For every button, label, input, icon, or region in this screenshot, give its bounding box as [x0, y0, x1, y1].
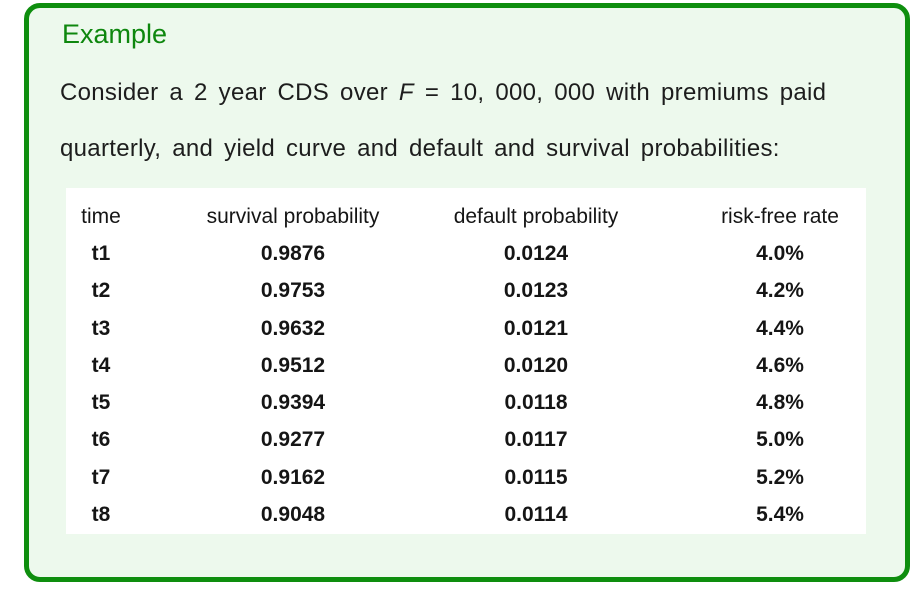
- probability-table: time survival probability default probab…: [66, 188, 866, 534]
- cell-time: t5: [91, 391, 111, 415]
- cell-risk-free-rate: 4.2%: [756, 279, 804, 303]
- cell-default-probability: 0.0114: [504, 503, 568, 527]
- cell-default-probability: 0.0123: [503, 279, 569, 303]
- cell-default-probability: 0.0118: [504, 391, 568, 415]
- table-row: t4 0.9512 0.0120 4.6%: [66, 347, 866, 384]
- cell-time: t2: [91, 279, 111, 303]
- cell-default-probability: 0.0120: [503, 353, 569, 377]
- table-row: t7 0.9162 0.0115 5.2%: [66, 459, 866, 496]
- example-block: Example Consider a 2 year CDS over F = 1…: [24, 3, 910, 582]
- cell-survival-probability: 0.9512: [260, 353, 326, 377]
- cell-risk-free-rate: 4.6%: [756, 353, 804, 377]
- table-row: t3 0.9632 0.0121 4.4%: [66, 310, 866, 347]
- table-row: t1 0.9876 0.0124 4.0%: [66, 235, 866, 272]
- cell-survival-probability: 0.9753: [260, 279, 326, 303]
- cell-time: t4: [91, 353, 111, 377]
- table-row: t8 0.9048 0.0114 5.4%: [66, 496, 866, 533]
- col-header-time: time: [81, 204, 121, 228]
- cell-risk-free-rate: 4.8%: [756, 391, 804, 415]
- cell-risk-free-rate: 5.0%: [756, 428, 804, 452]
- cell-default-probability: 0.0115: [504, 465, 568, 489]
- body-line-1: Consider a 2 year CDS over F = 10, 000, …: [60, 78, 872, 108]
- cell-risk-free-rate: 5.4%: [756, 503, 804, 527]
- cell-survival-probability: 0.9048: [260, 503, 326, 527]
- body-text-post: with premiums paid: [606, 79, 827, 106]
- cell-time: t8: [91, 503, 111, 527]
- cell-survival-probability: 0.9394: [260, 391, 326, 415]
- body-text-pre: Consider a 2 year CDS over: [60, 79, 388, 106]
- table-row: t6 0.9277 0.0117 5.0%: [66, 422, 866, 459]
- table-header-row: time survival probability default probab…: [66, 198, 866, 235]
- math-variable: F: [398, 79, 414, 106]
- cell-default-probability: 0.0121: [503, 316, 569, 340]
- col-header-default-probability: default probability: [453, 204, 619, 228]
- table-row: t5 0.9394 0.0118 4.8%: [66, 384, 866, 421]
- table-row: t2 0.9753 0.0123 4.2%: [66, 273, 866, 310]
- cell-time: t7: [91, 465, 111, 489]
- cell-survival-probability: 0.9162: [260, 465, 326, 489]
- cell-survival-probability: 0.9876: [260, 241, 326, 265]
- cell-risk-free-rate: 4.0%: [756, 241, 804, 265]
- cell-survival-probability: 0.9632: [260, 316, 326, 340]
- math-expression: = 10, 000, 000: [424, 79, 596, 106]
- cell-time: t1: [91, 241, 111, 265]
- col-header-risk-free-rate: risk-free rate: [721, 204, 839, 228]
- cell-time: t6: [91, 428, 111, 452]
- cell-default-probability: 0.0124: [503, 241, 569, 265]
- cell-risk-free-rate: 4.4%: [756, 316, 804, 340]
- body-line-2: quarterly, and yield curve and default a…: [60, 135, 780, 162]
- col-header-survival-probability: survival probability: [206, 204, 380, 228]
- block-title: Example: [62, 19, 168, 49]
- cell-time: t3: [91, 316, 111, 340]
- cell-risk-free-rate: 5.2%: [756, 465, 804, 489]
- cell-survival-probability: 0.9277: [260, 428, 326, 452]
- cell-default-probability: 0.0117: [504, 428, 568, 452]
